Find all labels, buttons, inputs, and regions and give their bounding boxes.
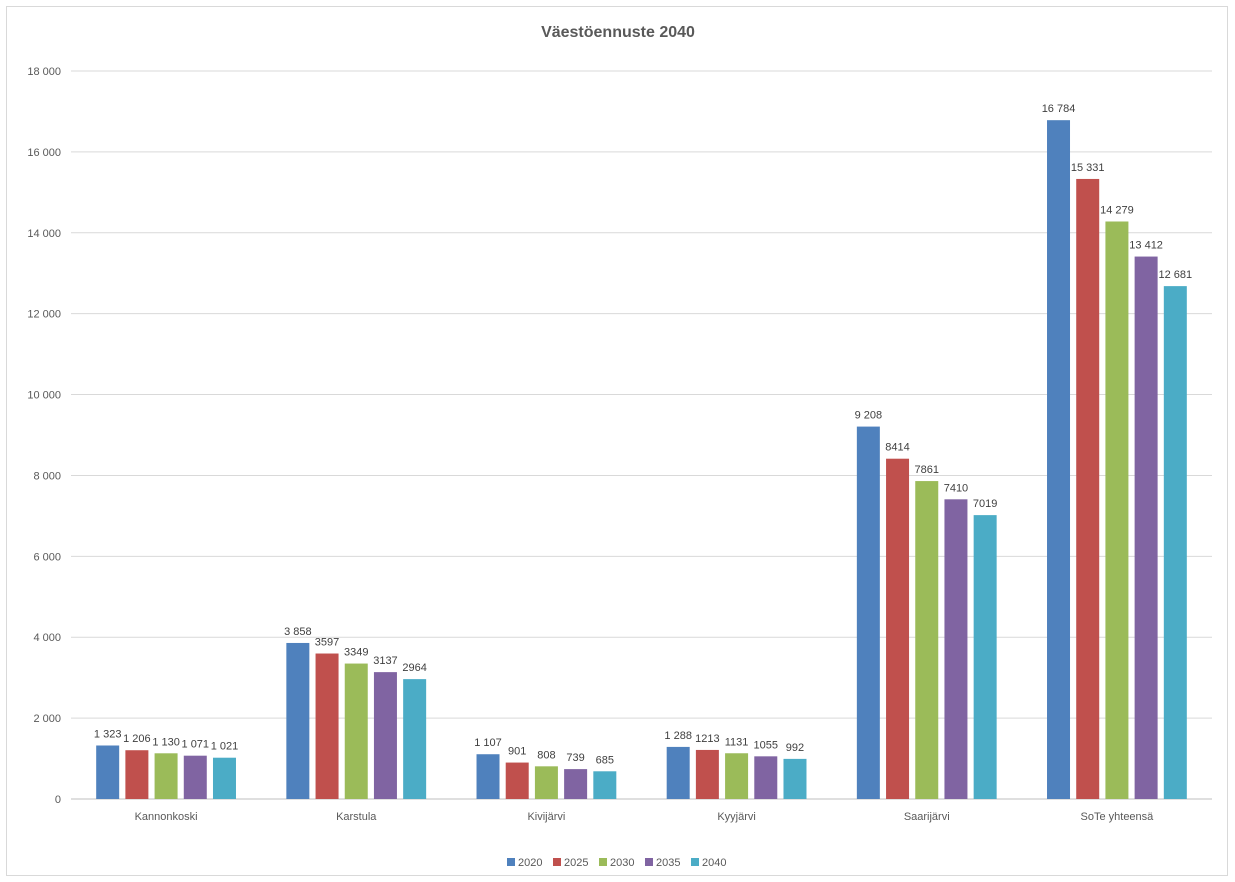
legend-label: 2030 — [610, 857, 634, 869]
bar-2040 — [593, 771, 617, 799]
bar-2020 — [666, 746, 690, 799]
data-label: 1 288 — [664, 730, 692, 742]
bar-2020 — [476, 754, 500, 799]
legend-swatch-2020 — [507, 858, 515, 866]
y-tick-label: 10 000 — [27, 390, 61, 402]
x-axis-tick-labels: Kannonkoski Karstula Kivijärvi Kyyjärvi Saar… — [135, 811, 1155, 823]
y-tick-label: 18 000 — [27, 66, 61, 78]
data-label: 1131 — [725, 736, 749, 748]
legend-swatch-2025 — [553, 858, 561, 866]
y-tick-label: 14 000 — [27, 228, 61, 240]
data-label: 3597 — [315, 637, 339, 649]
data-label: 2964 — [402, 662, 426, 674]
data-label: 1213 — [695, 733, 719, 745]
data-label: 1 107 — [474, 737, 502, 749]
data-label: 9 208 — [855, 410, 883, 422]
chart-area: Väestöennuste 2040 0 2 000 4 000 6 000 8 000… — [6, 6, 1228, 876]
x-tick-label: Saarijärvi — [904, 811, 950, 823]
bar-2025 — [1076, 178, 1100, 799]
y-tick-label: 6 000 — [33, 551, 61, 563]
legend: 2020 2025 2030 2035 2040 — [507, 857, 726, 869]
legend-swatch-2040 — [691, 858, 699, 866]
legend-swatch-2030 — [599, 858, 607, 866]
bar-2040 — [783, 758, 807, 799]
bar-2035 — [373, 672, 397, 799]
bar-2025 — [315, 653, 339, 799]
x-tick-label: Karstula — [336, 811, 377, 823]
bar-2040 — [212, 757, 236, 799]
bar-2035 — [564, 769, 588, 799]
x-tick-label: Kannonkoski — [135, 811, 198, 823]
y-tick-label: 0 — [55, 794, 61, 806]
bar-2025 — [505, 762, 529, 799]
data-label: 1 206 — [123, 733, 151, 745]
bar-2035 — [183, 755, 207, 799]
data-label: 14 279 — [1100, 204, 1134, 216]
bar-2035 — [754, 756, 778, 799]
data-label: 8414 — [885, 442, 909, 454]
bar-2030 — [915, 481, 939, 799]
bar-2020 — [1047, 120, 1071, 800]
data-label: 15 331 — [1071, 162, 1105, 174]
data-label: 1055 — [754, 739, 778, 751]
legend-label: 2025 — [564, 857, 588, 869]
x-tick-label: Kivijärvi — [527, 811, 565, 823]
data-label: 3 858 — [284, 626, 312, 638]
data-label: 1 071 — [182, 739, 210, 751]
data-label: 12 681 — [1158, 269, 1192, 281]
legend-label: 2040 — [702, 857, 726, 869]
y-tick-label: 16 000 — [27, 147, 61, 159]
chart-title: Väestöennuste 2040 — [541, 24, 695, 41]
data-label: 685 — [596, 754, 614, 766]
y-tick-label: 2 000 — [33, 713, 61, 725]
legend-swatch-2035 — [645, 858, 653, 866]
bar-2035 — [944, 499, 968, 799]
y-tick-label: 8 000 — [33, 470, 61, 482]
data-label: 7410 — [944, 482, 968, 494]
data-label: 13 412 — [1129, 240, 1163, 252]
x-tick-label: SoTe yhteensä — [1081, 811, 1155, 823]
bars — [96, 120, 1187, 800]
y-axis-tick-labels: 0 2 000 4 000 6 000 8 000 10 000 12 000 14 000 1… — [27, 66, 61, 806]
data-label: 3349 — [344, 647, 368, 659]
data-label: 901 — [508, 746, 526, 758]
bar-2040 — [973, 515, 997, 799]
data-label: 1 323 — [94, 728, 122, 740]
data-label: 3137 — [373, 655, 397, 667]
bar-2020 — [96, 745, 120, 799]
data-label: 16 784 — [1042, 103, 1076, 115]
bar-2030 — [344, 663, 368, 799]
y-tick-label: 4 000 — [33, 632, 61, 644]
data-label: 808 — [537, 749, 555, 761]
legend-label: 2035 — [656, 857, 680, 869]
bar-2040 — [1163, 286, 1187, 799]
data-label: 739 — [566, 752, 584, 764]
legend-label: 2020 — [518, 857, 542, 869]
data-label: 992 — [786, 742, 804, 754]
bar-2030 — [725, 753, 749, 799]
bar-2025 — [886, 458, 910, 799]
gridlines — [71, 70, 1212, 800]
bar-2020 — [856, 426, 880, 799]
bar-chart: Väestöennuste 2040 0 2 000 4 000 6 000 8 000… — [27, 24, 1212, 869]
bar-2035 — [1134, 256, 1158, 800]
bar-2030 — [534, 766, 558, 799]
data-label: 1 021 — [211, 741, 239, 753]
x-tick-label: Kyyjärvi — [717, 811, 756, 823]
data-label: 1 130 — [152, 736, 180, 748]
bar-2030 — [1105, 221, 1129, 799]
data-label: 7019 — [973, 498, 997, 510]
bar-2040 — [403, 679, 427, 799]
data-label: 7861 — [915, 464, 939, 476]
bar-2020 — [286, 642, 310, 799]
bar-2025 — [695, 749, 719, 799]
bar-2025 — [125, 750, 149, 799]
bar-2030 — [154, 753, 178, 799]
y-tick-label: 12 000 — [27, 309, 61, 321]
